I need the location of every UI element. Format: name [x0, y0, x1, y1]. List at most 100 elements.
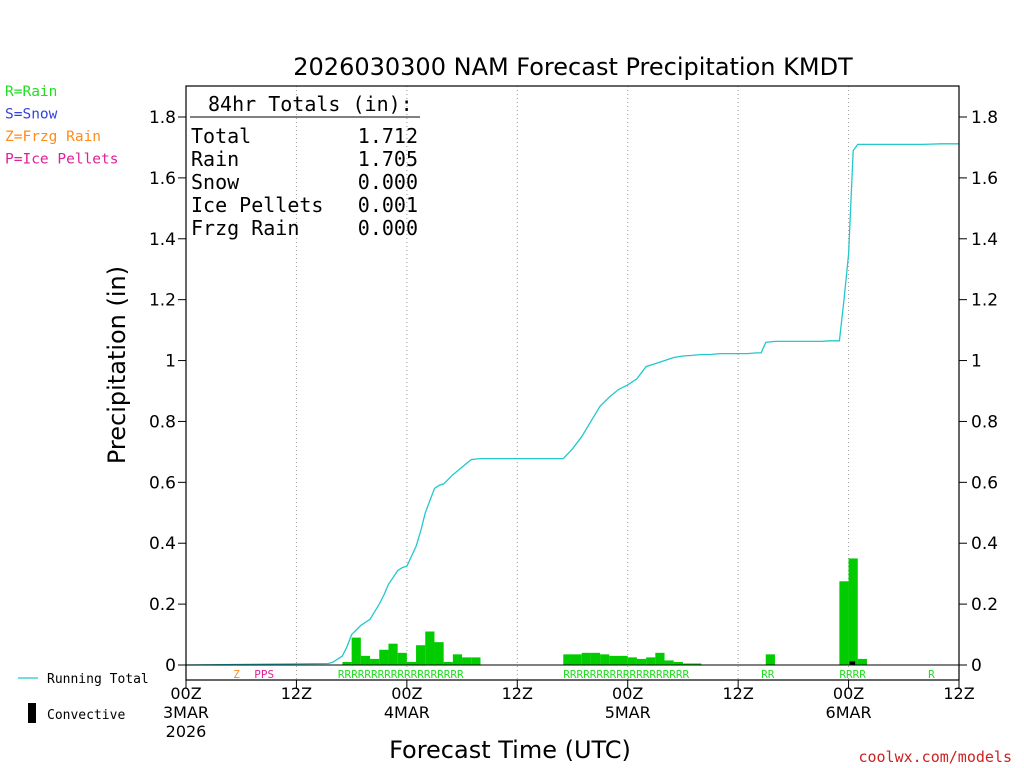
ptype-legend-entry: R=Rain [5, 84, 57, 100]
y-tick-label-right: 0.6 [971, 473, 998, 493]
legend-entry-label: Running Total [47, 672, 149, 687]
x-tick-label: 12Z [943, 684, 974, 703]
y-tick-label: 0.8 [149, 412, 176, 432]
precip-bar [452, 654, 463, 665]
totals-row-value: 0.000 [358, 170, 418, 194]
precip-bar [370, 658, 380, 665]
legend-bar-swatch [28, 703, 36, 723]
ptype-mark: RRRRRRRRRRRRRRRRRRR [338, 668, 464, 681]
y-tick-label-right: 0.8 [971, 412, 998, 432]
precip-bar [839, 581, 849, 665]
totals-row-value: 0.001 [358, 193, 418, 217]
gridlines [295, 86, 850, 680]
totals-box: 84hr Totals (in): Total 1.712 Rain 1.705 Snow… [190, 92, 420, 240]
x-tick-label: 2026 [166, 722, 207, 741]
y-tick-label: 1.2 [149, 291, 176, 311]
y-tick-label-right: 1 [971, 352, 982, 372]
x-tick-label: 5MAR [605, 703, 651, 722]
totals-row-value: 1.705 [358, 147, 418, 171]
ptype-mark: RR [761, 668, 775, 681]
y-tick-label-right: 0.2 [971, 595, 998, 615]
y-axis-left: 0 0.2 0.4 0.6 0.8 1 1.2 1.4 1.6 1.8 [149, 108, 186, 676]
precip-bar [581, 652, 591, 665]
chart-title: 2026030300 NAM Forecast Precipitation KM… [293, 53, 853, 81]
legend-entry-label: Convective [47, 708, 125, 723]
totals-row-label: Total [191, 124, 251, 148]
ptype-mark: Z [233, 668, 240, 681]
ptype-mark: R [928, 668, 935, 681]
totals-row-label: Snow [191, 170, 240, 194]
precip-bar [655, 652, 665, 665]
precip-bar [600, 654, 610, 665]
y-tick-label-right: 1.4 [971, 230, 998, 250]
y-axis-label: Precipitation (in) [103, 266, 131, 464]
precip-bar [342, 661, 352, 665]
y-tick-label-right: 1.2 [971, 291, 998, 311]
precip-bar [397, 652, 407, 665]
running-total-line [185, 143, 959, 666]
y-tick-label: 1 [165, 352, 176, 372]
precip-bar [416, 645, 426, 665]
y-tick-label: 0.2 [149, 595, 176, 615]
y-tick-label: 0 [165, 656, 176, 676]
y-tick-label: 1.4 [149, 230, 176, 250]
credit-text: coolwx.com/models [858, 748, 1012, 766]
precip-bar [572, 654, 582, 665]
precip-bar [434, 642, 444, 665]
ptype-mark: RRRR [839, 668, 866, 681]
precip-bar [590, 652, 601, 665]
x-tick-label: 3MAR [163, 703, 209, 722]
y-tick-label-right: 1.8 [971, 108, 998, 128]
precip-bar [471, 657, 481, 665]
plot-frame [185, 85, 960, 681]
totals-row-label: Frzg Rain [191, 216, 299, 240]
x-tick-label: 6MAR [826, 703, 872, 722]
top-legend: R=Rain S=Snow Z=Frzg Rain P=Ice Pellets [5, 84, 119, 168]
totals-heading: 84hr Totals (in): [208, 92, 413, 116]
y-tick-label: 1.8 [149, 108, 176, 128]
x-tick-label: 12Z [281, 684, 312, 703]
x-tick-label: 12Z [502, 684, 533, 703]
x-tick-label: 00Z [391, 684, 422, 703]
x-tick-label: 00Z [170, 684, 201, 703]
precip-bar [664, 660, 674, 665]
precip-bar [379, 649, 389, 665]
precip-bar [360, 655, 371, 665]
precip-bar [609, 655, 619, 665]
convective-bars [849, 661, 856, 665]
totals-row-label: Rain [191, 147, 239, 171]
y-axis-right: 0 0.2 0.4 0.6 0.8 1 1.2 1.4 1.6 1.8 [959, 108, 998, 676]
bottom-legend: Running Total Convective [18, 672, 149, 723]
precip-bar [857, 658, 867, 665]
ptype-mark: PPS [254, 668, 274, 681]
y-tick-label-right: 0.4 [971, 534, 998, 554]
x-tick-label: 4MAR [384, 703, 430, 722]
x-tick-label: 00Z [833, 684, 864, 703]
precip-bar [443, 661, 453, 665]
precip-bar [388, 643, 398, 665]
y-tick-label: 0.6 [149, 473, 176, 493]
precip-bar [351, 637, 361, 665]
precip-bar [682, 663, 693, 665]
x-tick-label: 12Z [722, 684, 753, 703]
precip-bar [406, 661, 417, 665]
totals-row-value: 0.000 [358, 216, 418, 240]
y-tick-label-right: 0 [971, 656, 982, 676]
y-tick-label-right: 1.6 [971, 169, 998, 189]
y-tick-label: 1.6 [149, 169, 176, 189]
precip-bar [765, 654, 775, 665]
bars [342, 558, 867, 665]
x-tick-label: 00Z [612, 684, 643, 703]
precip-bar [848, 558, 858, 665]
ptype-mark: RRRRRRRRRRRRRRRRRRR [563, 668, 689, 681]
ptype-legend-entry: Z=Frzg Rain [5, 129, 101, 145]
precip-bar [618, 655, 628, 665]
totals-row-label: Ice Pellets [191, 193, 323, 217]
precip-bar [673, 661, 683, 665]
precip-bar [462, 657, 472, 665]
ptype-legend-entry: P=Ice Pellets [5, 152, 119, 168]
totals-row-value: 1.712 [358, 124, 418, 148]
ptype-marks: Z PPS RRRRRRRRRRRRRRRRRRR RRRRRRRRRRRRRRRRR… [233, 668, 935, 681]
